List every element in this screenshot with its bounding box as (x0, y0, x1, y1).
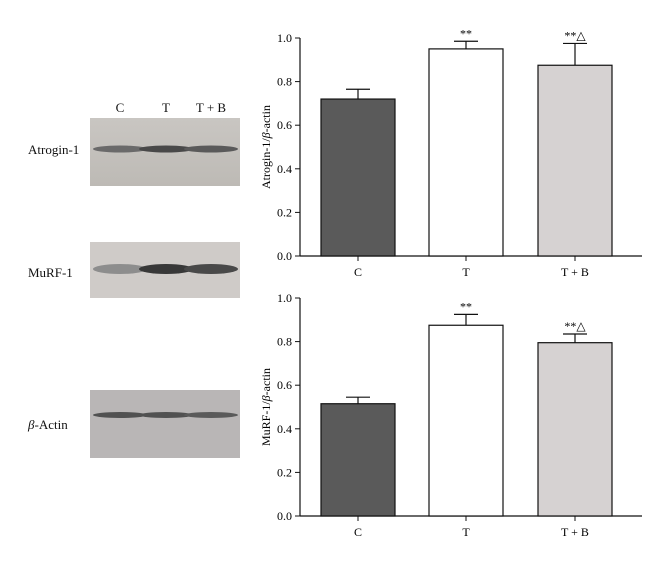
x-tick-label: C (354, 525, 362, 539)
y-tick-label: 0.6 (277, 378, 292, 392)
blot-band (139, 412, 193, 418)
bar (428, 324, 504, 517)
blot-band (184, 264, 238, 274)
chart-murf: 0.0 0.2 0.4 0.6 0.8 1.0 MuRF-1/β-actin C ** T **△ T… (259, 291, 642, 539)
blot-band (184, 412, 238, 418)
lane-label-tb: T + B (195, 100, 227, 115)
blot-label-actin-prefix: β (28, 417, 35, 432)
bar (537, 342, 613, 517)
y-tick-label: 0.6 (277, 118, 292, 132)
bar (537, 64, 613, 257)
blot-band (93, 145, 147, 153)
x-tick-label: C (354, 265, 362, 279)
blot-band (93, 264, 147, 274)
y-tick-label: 0.2 (277, 205, 292, 219)
x-tick-label: T + B (561, 525, 589, 539)
bar (428, 48, 504, 257)
blot-band (139, 145, 193, 153)
blot-label-murf: MuRF-1 (28, 265, 73, 280)
y-tick-label: 0.8 (277, 335, 292, 349)
y-tick-label: 0.4 (277, 422, 292, 436)
y-tick-label: 0.0 (277, 249, 292, 263)
blot-band (184, 145, 238, 153)
blot-label-atrogin: Atrogin-1 (28, 142, 80, 157)
significance-label: ** (460, 299, 472, 313)
blot-panel-actin (90, 390, 240, 458)
blot-band (93, 412, 147, 418)
y-tick-label: 0.8 (277, 75, 292, 89)
y-tick-label: 1.0 (277, 31, 292, 45)
y-tick-label: 1.0 (277, 291, 292, 305)
x-tick-label: T (462, 265, 470, 279)
blot-band (139, 264, 193, 274)
blot-panel-murf (90, 242, 240, 298)
lane-label-t: T (162, 100, 170, 115)
bar (320, 403, 396, 517)
y-axis-label: Atrogin-1/β-actin (259, 105, 273, 189)
significance-label: ** (460, 26, 472, 40)
blot-label-actin: β-Actin (28, 417, 68, 433)
bar (320, 98, 396, 257)
y-tick-label: 0.4 (277, 162, 292, 176)
lane-label-c: C (115, 100, 125, 115)
blot-label-actin-text: -Actin (34, 417, 68, 432)
y-tick-label: 0.2 (277, 465, 292, 479)
x-tick-label: T + B (561, 265, 589, 279)
significance-label: **△ (564, 28, 586, 42)
x-tick-label: T (462, 525, 470, 539)
y-tick-label: 0.0 (277, 509, 292, 523)
significance-label: **△ (564, 319, 586, 333)
y-axis-label: MuRF-1/β-actin (259, 368, 273, 446)
blot-panel-atrogin (90, 118, 240, 186)
chart-atrogin: 0.0 0.2 0.4 0.6 0.8 1.0 Atrogin-1/β-actin C ** T *… (259, 26, 642, 279)
